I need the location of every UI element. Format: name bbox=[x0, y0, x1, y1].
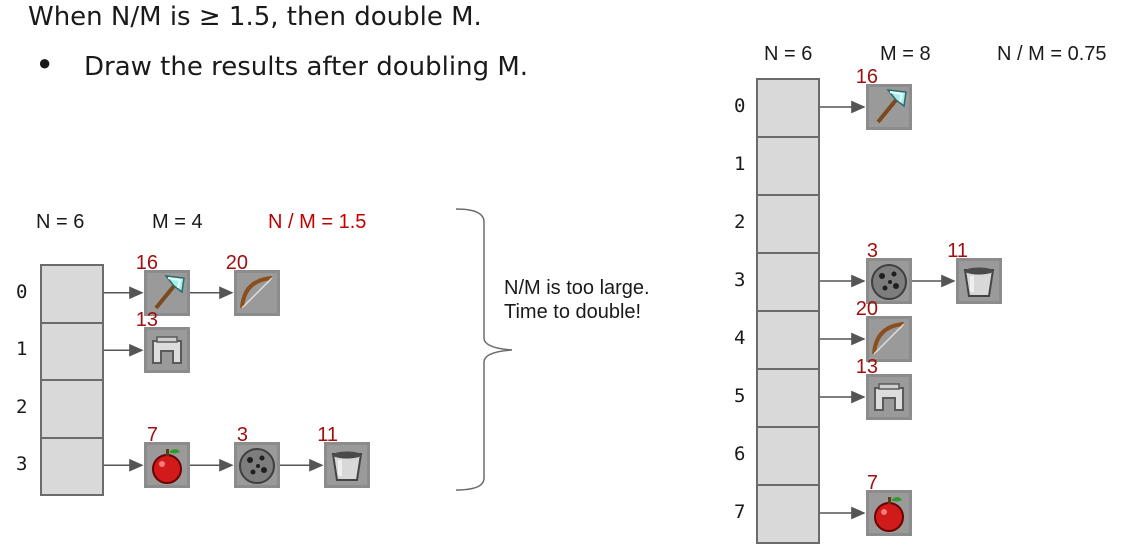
iron-helmet-icon bbox=[144, 327, 190, 374]
apple-icon bbox=[144, 442, 190, 489]
left-key-11: 11 bbox=[317, 424, 338, 447]
right-index-4: 4 bbox=[734, 327, 746, 349]
right-key-13: 13 bbox=[855, 356, 878, 378]
right-key-3: 3 bbox=[866, 240, 878, 262]
bullet-dot-icon: ● bbox=[38, 50, 52, 75]
right-bucket-7 bbox=[756, 484, 820, 544]
right-bucket-4 bbox=[756, 310, 820, 370]
left-n-label: N = 6 bbox=[36, 211, 85, 233]
left-bucket-1 bbox=[40, 321, 104, 381]
left-key-7: 7 bbox=[146, 424, 158, 447]
left-index-1: 1 bbox=[16, 338, 28, 361]
right-index-3: 3 bbox=[734, 269, 746, 291]
right-index-6: 6 bbox=[734, 443, 746, 465]
coal-ore-icon bbox=[234, 442, 280, 489]
right-key-16: 16 bbox=[855, 66, 878, 88]
right-key-20: 20 bbox=[855, 298, 878, 320]
right-m-label: M = 8 bbox=[880, 43, 931, 65]
left-key-13: 13 bbox=[135, 309, 158, 332]
left-ratio-label: N / M = 1.5 bbox=[268, 211, 367, 233]
left-bucket-3 bbox=[40, 436, 104, 496]
left-key-3: 3 bbox=[236, 424, 248, 447]
right-index-2: 2 bbox=[734, 211, 746, 233]
right-ratio-label: N / M = 0.75 bbox=[997, 43, 1107, 65]
right-n-label: N = 6 bbox=[764, 43, 813, 65]
left-bucket-0 bbox=[40, 264, 104, 324]
right-bucket-5 bbox=[756, 368, 820, 428]
right-bucket-0 bbox=[756, 78, 820, 138]
diamond-axe-icon bbox=[144, 269, 190, 316]
iron-helmet-icon bbox=[866, 374, 912, 420]
left-key-20: 20 bbox=[225, 251, 248, 274]
left-index-3: 3 bbox=[16, 453, 28, 476]
right-bucket-3 bbox=[756, 252, 820, 312]
bow-icon bbox=[234, 269, 280, 316]
right-bucket-2 bbox=[756, 194, 820, 254]
diamond-axe-icon bbox=[866, 84, 912, 130]
right-bucket-1 bbox=[756, 136, 820, 196]
right-index-7: 7 bbox=[734, 501, 746, 523]
left-index-2: 2 bbox=[16, 395, 28, 418]
bucket-icon bbox=[324, 442, 370, 489]
left-index-0: 0 bbox=[16, 280, 28, 303]
note-line-2: Time to double! bbox=[504, 301, 642, 323]
curly-brace bbox=[455, 208, 513, 491]
right-bucket-6 bbox=[756, 426, 820, 486]
right-key-7: 7 bbox=[866, 472, 878, 494]
apple-icon bbox=[866, 490, 912, 536]
bucket-icon bbox=[956, 258, 1002, 304]
bullet-text: Draw the results after doubling M. bbox=[84, 52, 529, 82]
coal-ore-icon bbox=[866, 258, 912, 304]
left-bucket-2 bbox=[40, 379, 104, 439]
right-index-5: 5 bbox=[734, 385, 746, 407]
right-index-0: 0 bbox=[734, 95, 746, 117]
right-key-11: 11 bbox=[947, 240, 968, 262]
slide-title: When N/M is ≥ 1.5, then double M. bbox=[28, 2, 482, 32]
resize-note: N/M is too large. Time to double! bbox=[504, 276, 650, 324]
bow-icon bbox=[866, 316, 912, 362]
note-line-1: N/M is too large. bbox=[504, 277, 650, 299]
left-key-16: 16 bbox=[135, 251, 158, 274]
left-m-label: M = 4 bbox=[152, 211, 203, 233]
right-index-1: 1 bbox=[734, 153, 746, 175]
